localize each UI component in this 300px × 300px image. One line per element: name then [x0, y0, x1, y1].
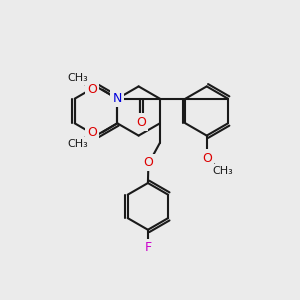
Text: O: O	[202, 152, 211, 165]
Text: CH₃: CH₃	[213, 166, 234, 176]
Text: O: O	[87, 83, 97, 96]
Text: O: O	[87, 126, 97, 139]
Text: O: O	[136, 116, 146, 129]
Text: CH₃: CH₃	[67, 73, 88, 83]
Text: O: O	[144, 156, 154, 169]
Text: CH₃: CH₃	[67, 139, 88, 149]
Text: N: N	[112, 92, 122, 105]
Text: F: F	[144, 241, 152, 254]
